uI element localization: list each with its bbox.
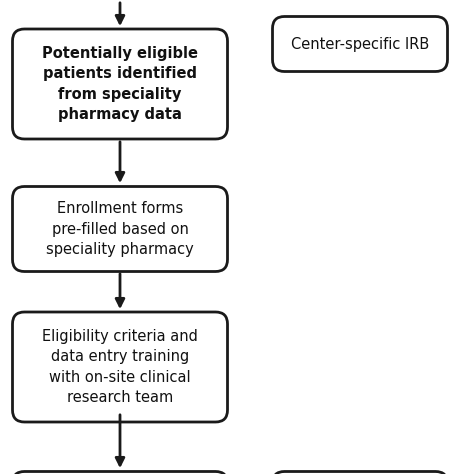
Text: Potentially eligible
patients identified
from speciality
pharmacy data: Potentially eligible patients identified… bbox=[42, 46, 198, 122]
FancyBboxPatch shape bbox=[12, 29, 228, 139]
FancyBboxPatch shape bbox=[12, 472, 228, 474]
FancyBboxPatch shape bbox=[273, 17, 447, 72]
FancyBboxPatch shape bbox=[273, 472, 447, 474]
Text: Enrollment forms
pre-filled based on
speciality pharmacy: Enrollment forms pre-filled based on spe… bbox=[46, 201, 194, 257]
Text: Eligibility criteria and
data entry training
with on-site clinical
research team: Eligibility criteria and data entry trai… bbox=[42, 329, 198, 405]
FancyBboxPatch shape bbox=[12, 312, 228, 422]
FancyBboxPatch shape bbox=[12, 186, 228, 272]
Text: Center-specific IRB: Center-specific IRB bbox=[291, 36, 429, 52]
